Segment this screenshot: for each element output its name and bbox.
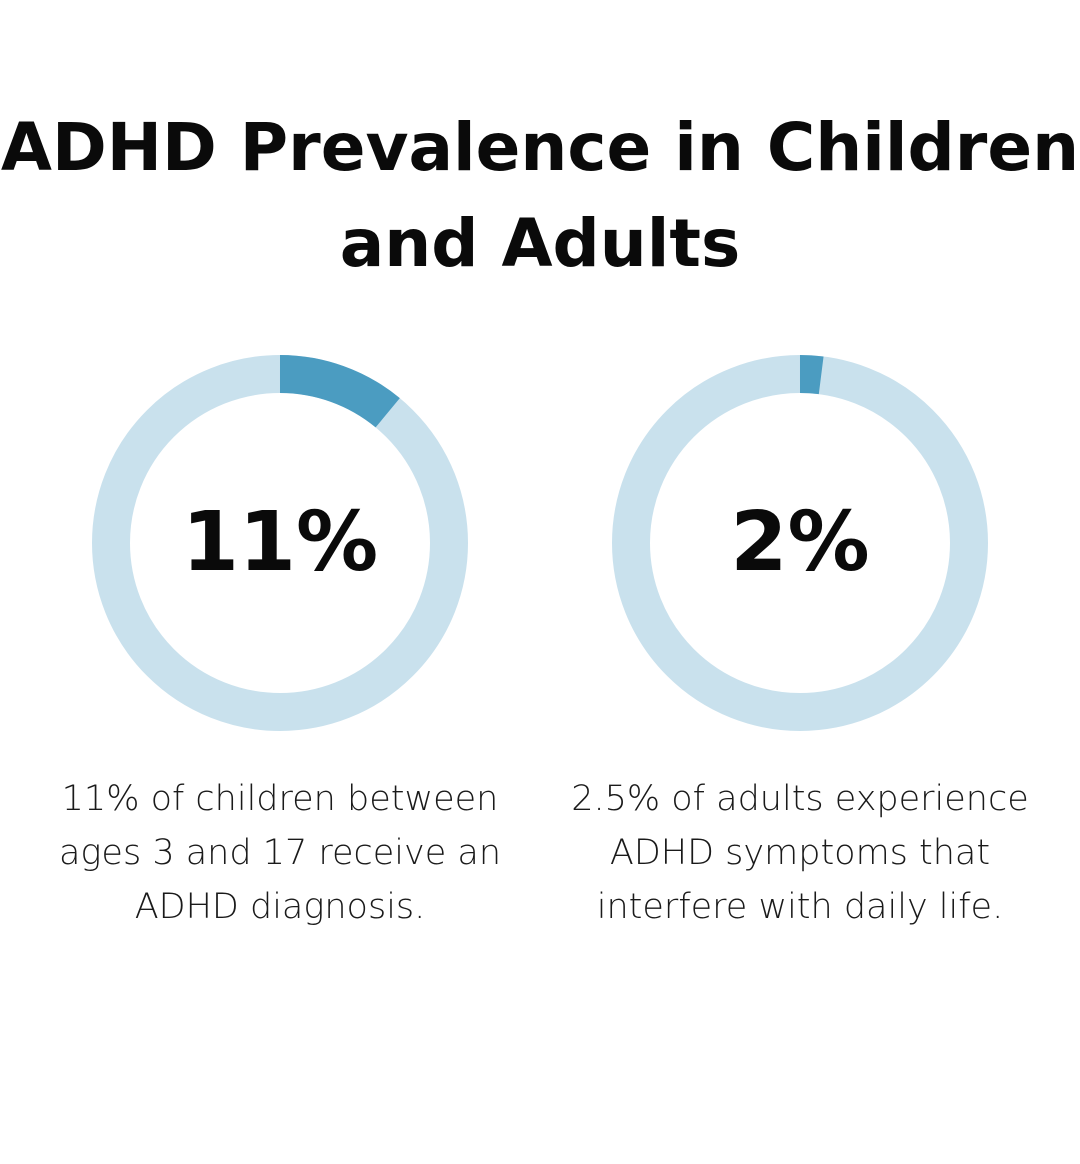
caption-children: 11% of children between ages 3 and 17 re… bbox=[58, 779, 502, 927]
donut-children-center-label: 11% bbox=[182, 495, 378, 590]
chart-title: ADHD Prevalence in Children and Adults bbox=[0, 109, 1080, 282]
donut-adults-value-arc bbox=[799, 354, 824, 395]
donut-children-value-arc bbox=[279, 355, 400, 428]
donut-children: 11% bbox=[92, 355, 468, 731]
caption-adults: 2.5% of adults experience ADHD symptoms … bbox=[571, 779, 1029, 927]
donut-adults-center-label: 2% bbox=[730, 495, 869, 590]
donut-adults: 2% bbox=[612, 354, 988, 731]
